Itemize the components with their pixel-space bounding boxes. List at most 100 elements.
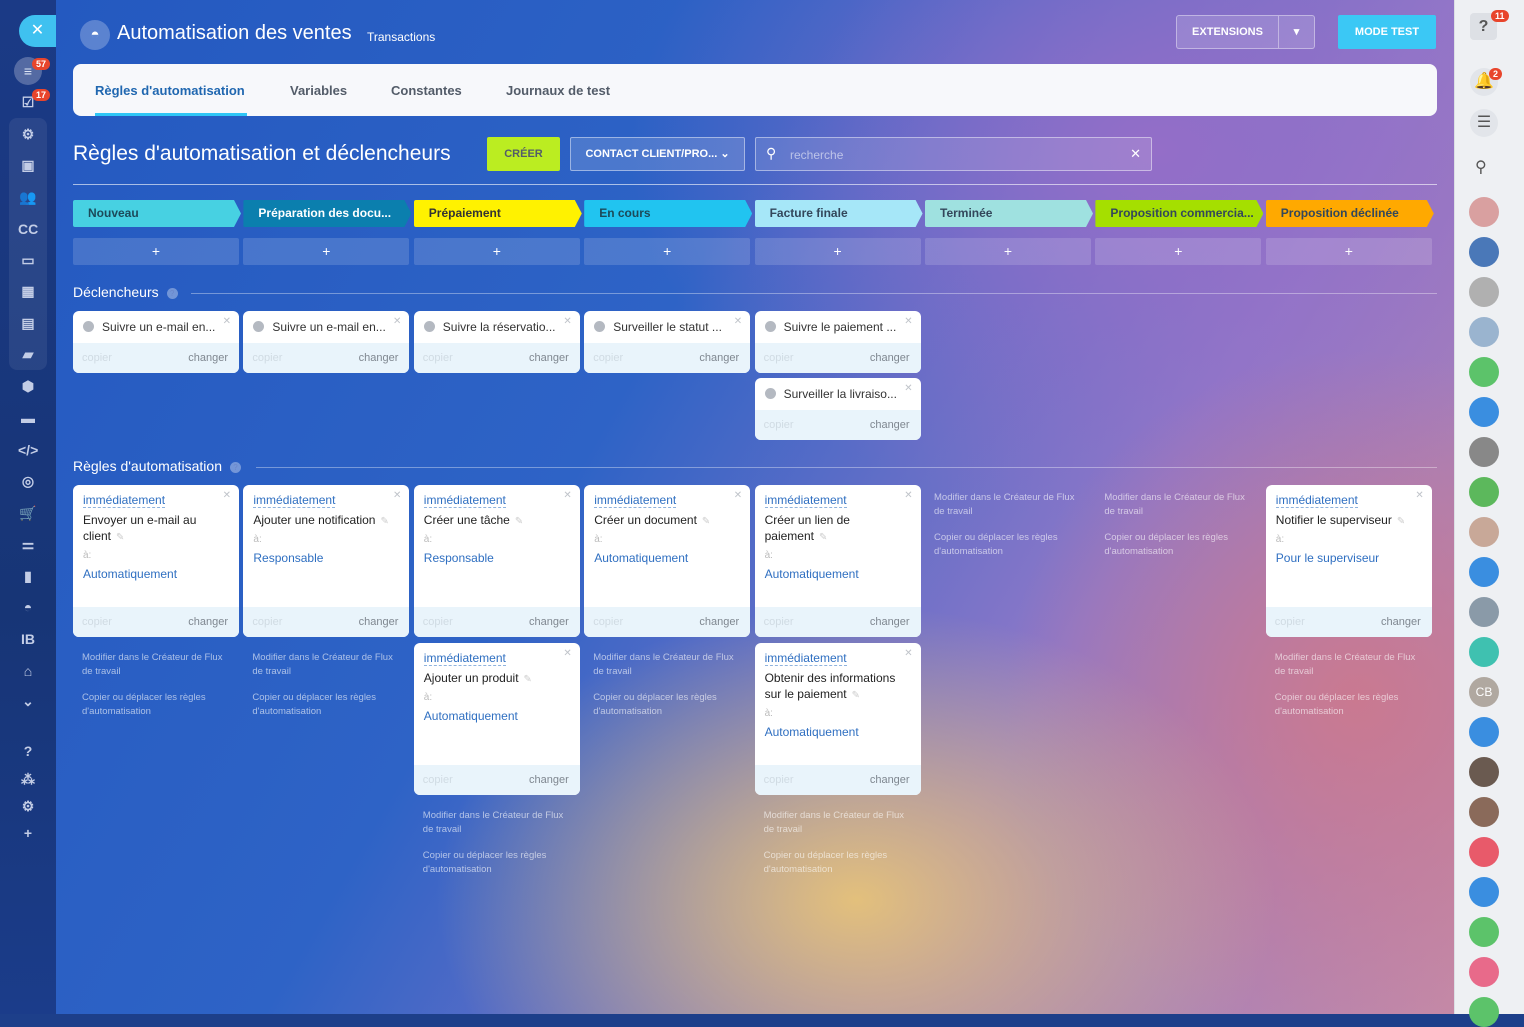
add-trigger-button[interactable]: + — [584, 238, 751, 265]
delete-icon[interactable]: ✕ — [393, 490, 402, 501]
help-icon[interactable]: ? — [23, 743, 33, 759]
delete-icon[interactable]: ✕ — [904, 490, 913, 501]
delete-icon[interactable]: ✕ — [904, 316, 913, 327]
stage-0[interactable]: Nouveau — [73, 200, 241, 227]
change-link[interactable]: changer — [529, 616, 569, 628]
copy-move-rules-link[interactable]: Copier ou déplacer les règles d'automati… — [252, 692, 376, 717]
contact-avatar[interactable] — [1469, 597, 1499, 627]
rule-card[interactable]: immédiatement ✕ Ajouter une notification ✎ à… — [243, 485, 410, 637]
copy-move-rules-link[interactable]: Copier ou déplacer les règles d'automati… — [593, 692, 717, 717]
contacts-icon[interactable]: 👥 — [19, 189, 37, 205]
delete-icon[interactable]: ✕ — [222, 490, 231, 501]
stage-3[interactable]: En cours — [584, 200, 752, 227]
stage-4[interactable]: Facture finale — [755, 200, 923, 227]
responsible-link[interactable]: Automatiquement — [764, 725, 859, 739]
cart-icon[interactable]: 🛒 — [19, 505, 37, 521]
rule-card[interactable]: immédiatement ✕ Notifier le superviseur ✎ à:… — [1265, 485, 1432, 637]
delete-icon[interactable]: ✕ — [393, 316, 402, 327]
change-link[interactable]: changer — [358, 616, 399, 628]
add-trigger-button[interactable]: + — [754, 238, 921, 265]
delay-link[interactable]: immédiatement — [253, 493, 336, 508]
edit-pencil-icon[interactable]: ✎ — [818, 532, 828, 543]
change-link[interactable]: changer — [699, 616, 740, 628]
box-icon[interactable]: ⬢ — [21, 378, 35, 394]
stage-5[interactable]: Terminée — [925, 200, 1093, 227]
settings-icon[interactable]: ⚙ — [21, 798, 35, 814]
delay-link[interactable]: immédiatement — [764, 651, 847, 666]
edit-pencil-icon[interactable]: ✎ — [380, 516, 389, 527]
copy-link[interactable]: copier — [252, 616, 283, 628]
contact-avatar[interactable] — [1469, 237, 1499, 267]
delete-icon[interactable]: ✕ — [904, 383, 913, 394]
contact-avatar[interactable] — [1469, 917, 1499, 947]
create-button[interactable]: CRÉER — [487, 137, 560, 171]
copy-move-rules-link[interactable]: Copier ou déplacer les règles d'automati… — [934, 532, 1058, 557]
target-icon[interactable]: ◎ — [21, 473, 35, 489]
tab-2[interactable]: Constantes — [391, 83, 462, 98]
trigger-card[interactable]: Suivre la réservatio... ✕ copier changer — [413, 311, 580, 373]
add-icon[interactable]: + — [23, 825, 33, 841]
delay-link[interactable]: immédiatement — [423, 493, 506, 508]
store-icon[interactable]: ⌂ — [23, 663, 33, 679]
edit-in-workflow-link[interactable]: Modifier dans le Créateur de Flux de tra… — [1274, 652, 1416, 677]
copy-link[interactable]: copier — [422, 616, 453, 628]
tab-3[interactable]: Journaux de test — [506, 83, 611, 98]
edit-pencil-icon[interactable]: ✎ — [851, 690, 861, 701]
contact-avatar[interactable] — [1469, 317, 1499, 347]
stage-1[interactable]: Préparation des docu... — [243, 200, 411, 227]
contact-avatar[interactable] — [1469, 717, 1499, 747]
copy-link[interactable]: copier — [252, 352, 283, 364]
structure-icon[interactable]: ⁂ — [21, 771, 35, 787]
messages-icon[interactable]: ☰ — [1470, 109, 1498, 137]
contact-avatar[interactable] — [1469, 997, 1499, 1027]
trigger-card[interactable]: Suivre un e-mail en... ✕ copier changer — [73, 311, 239, 373]
app-subtitle[interactable]: Transactions — [367, 30, 436, 44]
contact-avatar[interactable] — [1469, 877, 1499, 907]
rule-card[interactable]: immédiatement ✕ Ajouter un produit ✎ à: Autom… — [413, 643, 580, 795]
rule-card[interactable]: immédiatement ✕ Envoyer un e-mail au clien… — [73, 485, 239, 637]
copy-link[interactable]: copier — [82, 616, 112, 628]
id-card-icon[interactable]: ▬ — [21, 410, 35, 426]
clear-search-icon[interactable]: ✕ — [1130, 146, 1141, 161]
delay-link[interactable]: immédiatement — [423, 651, 506, 666]
avatar-cb[interactable]: CB — [1469, 677, 1499, 707]
change-link[interactable]: changer — [869, 352, 910, 364]
contact-avatar[interactable] — [1469, 957, 1499, 987]
change-link[interactable]: changer — [869, 616, 910, 628]
delete-icon[interactable]: ✕ — [733, 490, 743, 501]
extensions-button[interactable]: EXTENSIONS — [1176, 15, 1278, 49]
contact-avatar[interactable] — [1469, 557, 1499, 587]
rule-card[interactable]: immédiatement ✕ Créer une tâche ✎ à: Responsa… — [413, 485, 580, 637]
stage-7[interactable]: Proposition déclinée — [1266, 200, 1434, 227]
cc-item[interactable]: CC — [18, 221, 39, 237]
ib-item[interactable]: IB — [21, 631, 35, 647]
delay-link[interactable]: immédiatement — [1275, 493, 1358, 508]
tab-1[interactable]: Variables — [290, 83, 348, 98]
change-link[interactable]: changer — [529, 774, 569, 786]
edit-in-workflow-link[interactable]: Modifier dans le Créateur de Flux de tra… — [252, 652, 393, 677]
trigger-card[interactable]: Suivre le paiement ... ✕ copier changer — [754, 311, 921, 373]
trigger-card[interactable]: Surveiller le statut ... ✕ copier changer — [584, 311, 751, 373]
edit-pencil-icon[interactable]: ✎ — [523, 674, 532, 685]
delay-link[interactable]: immédiatement — [764, 493, 847, 508]
copy-link[interactable]: copier — [422, 774, 453, 786]
change-link[interactable]: changer — [188, 616, 228, 628]
responsible-link[interactable]: Automatiquement — [764, 567, 859, 581]
contact-select[interactable]: CONTACT CLIENT/PRO... ⌄ — [570, 137, 745, 171]
chat-icon[interactable]: ▰ — [22, 346, 34, 362]
trigger-card[interactable]: Suivre un e-mail en... ✕ copier changer — [243, 311, 410, 373]
delete-icon[interactable]: ✕ — [563, 648, 572, 659]
copy-move-rules-link[interactable]: Copier ou déplacer les règles d'automati… — [1274, 692, 1399, 717]
rule-card[interactable]: immédiatement ✕ Obtenir des informations s… — [754, 643, 921, 795]
change-link[interactable]: changer — [358, 352, 399, 364]
responsible-link[interactable]: Automatiquement — [83, 567, 178, 581]
copy-link[interactable]: copier — [763, 419, 794, 431]
contact-avatar[interactable] — [1469, 797, 1499, 827]
delete-icon[interactable]: ✕ — [222, 316, 231, 327]
extensions-dropdown[interactable]: ▾ — [1278, 15, 1315, 49]
code-icon[interactable]: </> — [18, 442, 39, 458]
delay-link[interactable]: immédiatement — [594, 493, 677, 508]
rule-card[interactable]: immédiatement ✕ Créer un lien de paiement ✎… — [754, 485, 921, 637]
responsible-link[interactable]: Pour le superviseur — [1275, 551, 1380, 565]
copy-link[interactable]: copier — [593, 352, 624, 364]
